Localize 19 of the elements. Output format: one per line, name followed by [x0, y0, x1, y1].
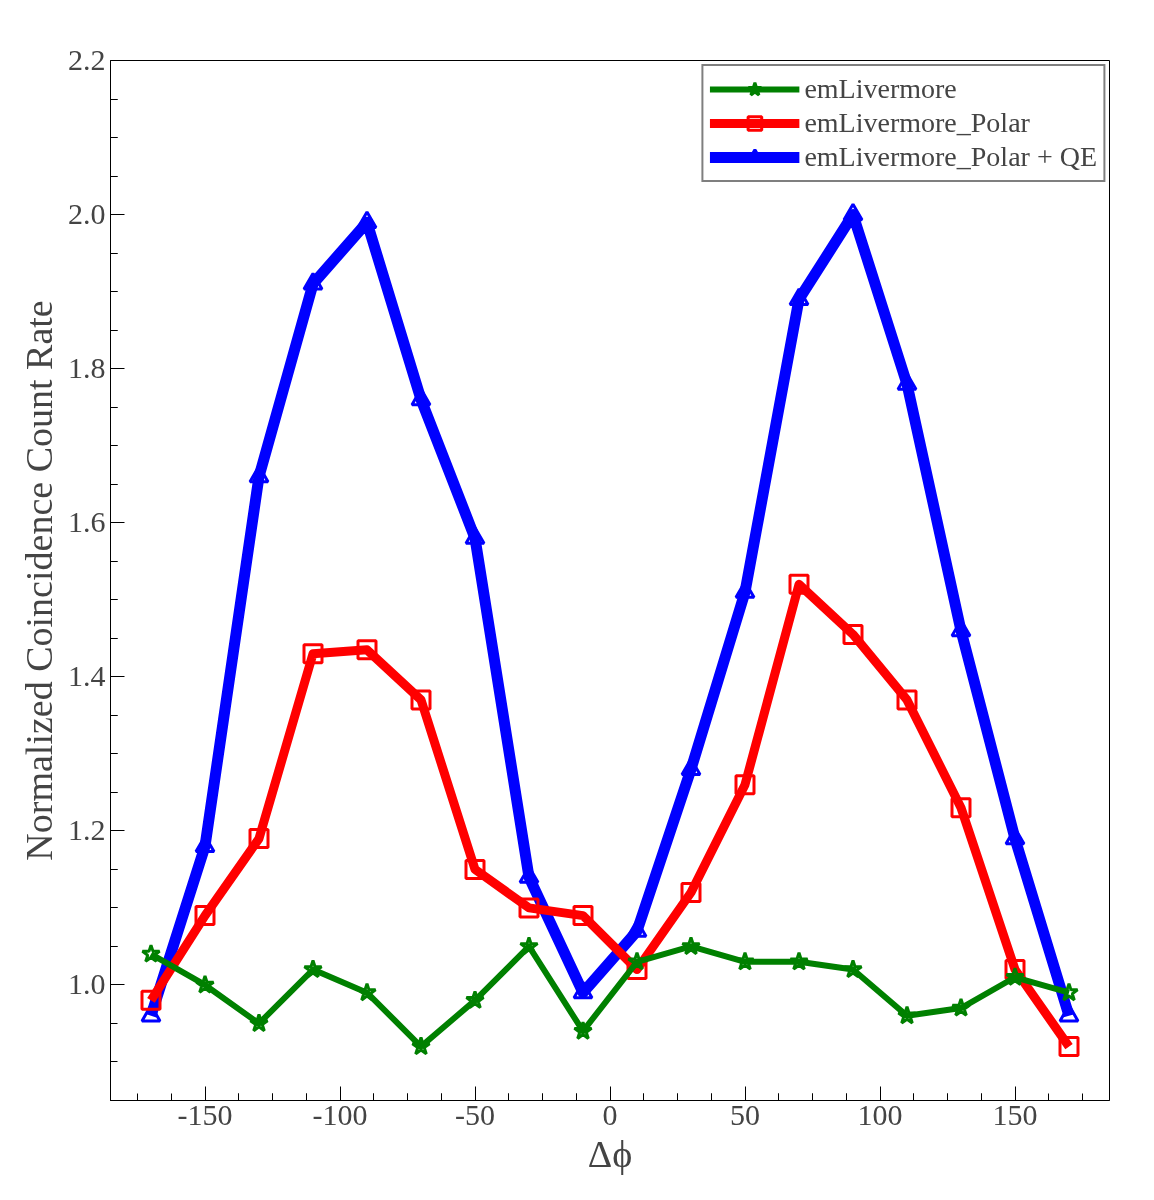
y-tick-label: 2.0 — [68, 197, 106, 231]
legend-label: emLivermore — [804, 73, 957, 105]
y-tick-label: 1.8 — [68, 351, 106, 385]
x-tick-label: -100 — [312, 1097, 368, 1131]
x-tick-label: 0 — [602, 1097, 618, 1131]
x-tick-label: 150 — [992, 1097, 1038, 1131]
x-tick-label: 50 — [730, 1097, 760, 1131]
y-tick-label: 1.0 — [68, 967, 106, 1001]
legend-label: emLivermore_Polar — [804, 107, 1030, 139]
y-tick-label: 2.2 — [68, 43, 106, 76]
legend-label: emLivermore_Polar + QE — [804, 141, 1097, 173]
y-tick-label: 1.4 — [68, 659, 106, 693]
y-tick-label: 1.2 — [68, 813, 106, 847]
y-tick-label: 1.6 — [68, 505, 106, 539]
y-axis-title: Normalized Coincidence Count Rate — [18, 300, 60, 861]
x-axis-title: Δϕ — [587, 1132, 633, 1175]
x-tick-label: 100 — [857, 1097, 903, 1131]
x-tick-label: -150 — [177, 1097, 233, 1131]
x-tick-label: -50 — [455, 1097, 495, 1131]
